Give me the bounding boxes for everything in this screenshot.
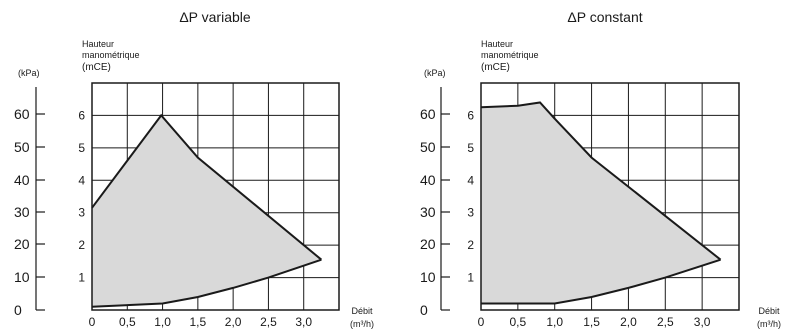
kpa-tick-label: 10 xyxy=(14,269,30,285)
y-axis-unit-mce: (mCE) xyxy=(82,62,111,73)
kpa-tick-label: 0 xyxy=(14,302,22,318)
x-tick-label: 2,0 xyxy=(225,315,242,329)
x-tick-label: 0 xyxy=(89,315,96,329)
kpa-tick-label: 30 xyxy=(14,204,30,220)
kpa-axis-label: (kPa) xyxy=(424,68,446,78)
kpa-tick-label: 60 xyxy=(420,106,436,122)
chart-panel-constant: ΔP constant Hauteur manométrique (mCE) (… xyxy=(420,9,781,329)
y-axis-unit-mce: (mCE) xyxy=(481,62,510,73)
y-tick-label: 4 xyxy=(467,173,474,187)
chart-panel-variable: ΔP variable Hauteur manométrique (mCE) (… xyxy=(14,9,374,329)
x-axis-unit: (m³/h) xyxy=(757,319,781,329)
y-tick-labels: 1 2 3 4 5 6 xyxy=(78,108,85,284)
x-tick-label: 1,0 xyxy=(154,315,171,329)
y-axis-label-line-1: Hauteur xyxy=(481,39,513,49)
x-tick-label: 3,0 xyxy=(295,315,312,329)
x-tick-labels: 0 0,5 1,0 1,5 2,0 2,5 3,0 xyxy=(478,315,711,329)
kpa-axis-label: (kPa) xyxy=(18,68,40,78)
x-axis-label: Débit xyxy=(758,306,780,316)
x-tick-label: 1,0 xyxy=(546,315,563,329)
y-tick-label: 2 xyxy=(78,238,85,252)
y-axis-label-line-2: manométrique xyxy=(481,50,539,60)
x-tick-label: 0,5 xyxy=(510,315,527,329)
x-axis-unit: (m³/h) xyxy=(350,319,374,329)
y-tick-label: 5 xyxy=(78,141,85,155)
x-tick-labels: 0 0,5 1,0 1,5 2,0 2,5 3,0 xyxy=(89,315,313,329)
kpa-tick-label: 60 xyxy=(14,106,30,122)
x-tick-label: 0 xyxy=(478,315,485,329)
kpa-tick-label: 40 xyxy=(14,172,30,188)
chart-title: ΔP variable xyxy=(179,9,251,25)
kpa-axis: 0 10 20 30 40 50 60 xyxy=(14,87,45,318)
kpa-tick-label: 30 xyxy=(420,204,436,220)
kpa-tick-label: 20 xyxy=(14,236,30,252)
x-tick-label: 2,0 xyxy=(620,315,637,329)
kpa-tick-label: 50 xyxy=(420,139,436,155)
y-axis-label-line-1: Hauteur xyxy=(82,39,114,49)
x-tick-label: 3,0 xyxy=(694,315,711,329)
kpa-axis: 0 10 20 30 40 50 60 xyxy=(420,87,450,318)
y-tick-labels: 1 2 3 4 5 6 xyxy=(467,108,474,284)
kpa-tick-group: 0 10 20 30 40 50 60 xyxy=(14,106,45,318)
kpa-tick-label: 0 xyxy=(420,302,428,318)
x-tick-label: 2,5 xyxy=(260,315,277,329)
x-tick-label: 1,5 xyxy=(583,315,600,329)
x-tick-label: 0,5 xyxy=(119,315,136,329)
y-tick-label: 2 xyxy=(467,238,474,252)
chart-title: ΔP constant xyxy=(567,9,642,25)
y-tick-label: 3 xyxy=(467,206,474,220)
x-tick-label: 2,5 xyxy=(657,315,674,329)
y-tick-label: 3 xyxy=(78,206,85,220)
y-axis-label-line-2: manométrique xyxy=(82,50,140,60)
y-tick-label: 5 xyxy=(467,141,474,155)
kpa-tick-label: 40 xyxy=(420,172,436,188)
y-tick-label: 4 xyxy=(78,173,85,187)
y-tick-label: 1 xyxy=(78,271,85,285)
kpa-tick-label: 50 xyxy=(14,139,30,155)
y-tick-label: 1 xyxy=(467,271,474,285)
kpa-tick-label: 10 xyxy=(420,269,436,285)
kpa-tick-group: 0 10 20 30 40 50 60 xyxy=(420,106,450,318)
y-tick-label: 6 xyxy=(467,108,474,122)
x-tick-label: 1,5 xyxy=(190,315,207,329)
kpa-tick-label: 20 xyxy=(420,236,436,252)
y-tick-label: 6 xyxy=(78,108,85,122)
x-axis-label: Débit xyxy=(351,306,373,316)
